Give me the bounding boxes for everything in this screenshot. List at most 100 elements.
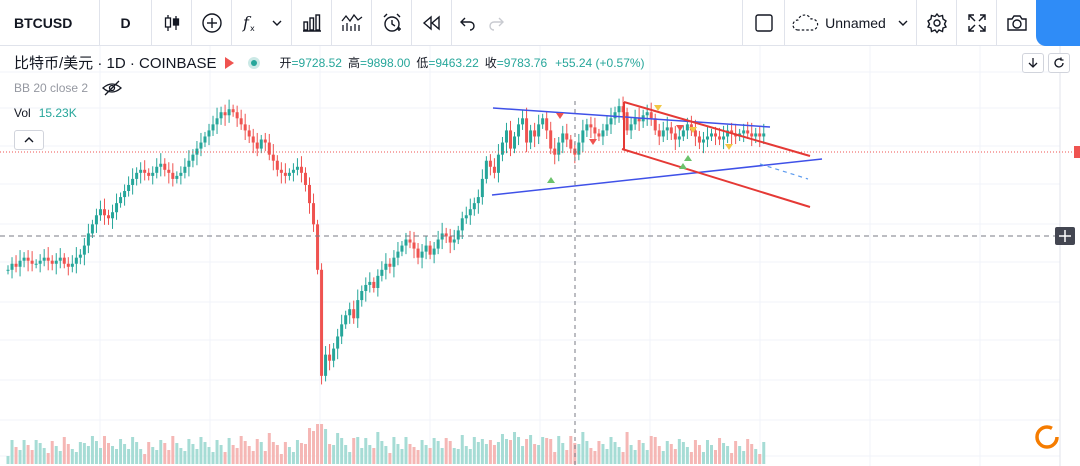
volume-bar (525, 439, 529, 464)
candle-body (34, 263, 38, 265)
interval-button[interactable]: D (100, 0, 152, 46)
candle-body (673, 133, 677, 140)
fullscreen-button[interactable] (956, 0, 996, 46)
candle-body (207, 130, 211, 137)
trendline-upper-blue[interactable] (492, 107, 771, 128)
accent-corner (1036, 0, 1080, 46)
volume-bar (243, 441, 247, 464)
candle-body (22, 257, 26, 261)
volume-bar (609, 437, 613, 464)
candle-body (94, 215, 98, 225)
volume-bar (336, 433, 340, 464)
volume-bar (235, 448, 239, 464)
candle-body (380, 269, 384, 276)
snapshot-button[interactable] (996, 0, 1036, 46)
volume-bar (340, 438, 344, 464)
candle-body (549, 130, 553, 149)
volume-bar (147, 442, 151, 464)
volume-bar (356, 437, 360, 464)
volume-bar (545, 438, 549, 464)
volume-bar (66, 444, 70, 464)
undo-button[interactable] (452, 0, 482, 46)
candle-body (476, 197, 480, 204)
candle-body (545, 118, 549, 131)
layout-toggle-button[interactable] (742, 0, 784, 46)
redo-button[interactable] (482, 0, 512, 46)
volume-bar (163, 443, 167, 464)
reset-chart-button[interactable] (1048, 53, 1070, 73)
volume-bar (440, 448, 444, 464)
candle-body (750, 133, 754, 137)
volume-bar (762, 442, 766, 464)
volume-bar (251, 451, 255, 464)
trendline-lower-blue[interactable] (491, 158, 823, 196)
volume-bar (710, 445, 713, 464)
candle-body (629, 124, 633, 131)
candle-body (432, 248, 436, 255)
volume-bar (569, 436, 573, 464)
volume-bar (685, 447, 689, 464)
templates-icon (340, 13, 362, 31)
volume-bar (171, 436, 175, 464)
volume-bar (38, 443, 42, 464)
volume-bar (151, 447, 155, 464)
candle-body (283, 172, 287, 176)
volume-bar (661, 451, 665, 464)
volume-bar (320, 424, 324, 464)
candle-body (287, 172, 291, 176)
candle-body (243, 124, 247, 131)
cloud-icon (792, 14, 819, 31)
volume-bar (436, 441, 440, 464)
financials-button[interactable] (292, 0, 332, 46)
layout-menu-button[interactable]: Unnamed (784, 0, 916, 46)
volume-bar (94, 441, 98, 464)
candle-body (504, 130, 508, 143)
chart-type-button[interactable] (152, 0, 192, 46)
candle-body (428, 245, 432, 255)
volume-bar (693, 440, 697, 464)
price-chart[interactable] (0, 46, 1080, 466)
volume-bar (203, 442, 207, 464)
channel-lower-red[interactable] (621, 148, 811, 208)
volume-bar (424, 445, 428, 464)
candle-body (754, 133, 758, 137)
candle-body (86, 233, 90, 246)
volume-bar (78, 442, 82, 464)
symbol-search-button[interactable]: BTCUSD (0, 0, 100, 46)
alert-button[interactable] (372, 0, 412, 46)
candle-body (416, 248, 420, 258)
candle-body (742, 130, 746, 134)
candle-body (577, 142, 581, 155)
candle-body (368, 281, 372, 285)
volume-bar (553, 452, 557, 464)
volume-bar (82, 443, 86, 464)
replay-button[interactable] (412, 0, 452, 46)
volume-bar (299, 443, 303, 464)
channel-upper-red[interactable] (623, 101, 811, 157)
candle-body (131, 178, 135, 185)
volume-bar (404, 437, 408, 464)
candle-body (472, 203, 476, 210)
scroll-to-latest-button[interactable] (1022, 53, 1044, 73)
volume-bar (754, 449, 758, 464)
candle-body (677, 136, 681, 140)
volume-bar (255, 439, 259, 464)
candle-body (167, 169, 171, 173)
square-icon (754, 14, 773, 32)
volume-bar (74, 452, 78, 464)
undo-icon (460, 17, 475, 31)
volume-bar (726, 446, 730, 464)
candle-body (384, 263, 388, 270)
candle-body (159, 163, 163, 167)
compare-button[interactable] (192, 0, 232, 46)
candle-body (372, 281, 376, 288)
candle-body (601, 130, 605, 137)
volume-bar (58, 451, 62, 464)
settings-button[interactable] (916, 0, 956, 46)
volume-bar (577, 444, 581, 464)
volume-bar (143, 454, 147, 464)
templates-button[interactable] (332, 0, 372, 46)
candle-body (42, 257, 46, 261)
financials-icon (302, 13, 321, 32)
